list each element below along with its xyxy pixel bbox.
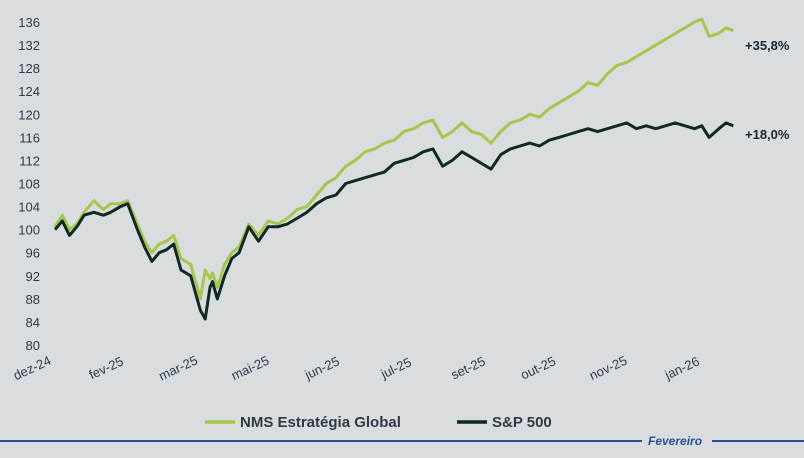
- y-tick-label: 128: [18, 61, 40, 76]
- x-tick-label: jun-25: [302, 353, 342, 382]
- x-tick-label: mai-25: [229, 353, 271, 383]
- y-tick-label: 84: [26, 315, 40, 330]
- legend: NMS Estratégia Global S&P 500: [205, 414, 552, 431]
- x-tick-label: fev-25: [87, 353, 126, 382]
- x-tick-label: dez-24: [11, 353, 53, 383]
- y-tick-label: 96: [26, 246, 40, 261]
- x-tick-label: set-25: [449, 353, 488, 382]
- y-tick-label: 92: [26, 269, 40, 284]
- y-tick-label: 100: [18, 223, 40, 238]
- footer: Fevereiro: [0, 434, 804, 448]
- y-tick-label: 120: [18, 107, 40, 122]
- sp500-series-line: [53, 121, 734, 321]
- x-axis: dez-24 fev-25 mar-25 mai-25 jun-25 jul-25 set-…: [11, 352, 702, 383]
- y-tick-label: 104: [18, 200, 40, 215]
- x-tick-label: nov-25: [587, 353, 629, 383]
- y-tick-label: 108: [18, 177, 40, 192]
- y-tick-label: 136: [18, 15, 40, 30]
- y-axis: 80 84 88 92 96 100 104 108 112 116 120 124 128 132 136: [18, 15, 40, 353]
- end-labels: +35,8% +18,0%: [745, 38, 790, 142]
- plot-area: [53, 17, 734, 321]
- legend-sp500-label: S&P 500: [492, 414, 552, 431]
- x-tick-label: mar-25: [156, 352, 200, 383]
- y-tick-label: 112: [19, 153, 40, 168]
- y-tick-label: 124: [18, 84, 40, 99]
- x-tick-label: jan-26: [662, 353, 702, 382]
- nms-series-line: [53, 17, 734, 301]
- y-tick-label: 116: [19, 130, 40, 145]
- y-tick-label: 88: [26, 292, 40, 307]
- footer-label: Fevereiro: [648, 434, 702, 448]
- sp500-end-label: +18,0%: [745, 127, 790, 142]
- y-tick-label: 132: [18, 38, 40, 53]
- legend-nms-label: NMS Estratégia Global: [240, 414, 401, 431]
- y-tick-label: 80: [26, 338, 40, 353]
- x-tick-label: jul-25: [378, 354, 414, 381]
- nms-end-label: +35,8%: [745, 38, 790, 53]
- x-tick-label: out-25: [518, 353, 558, 382]
